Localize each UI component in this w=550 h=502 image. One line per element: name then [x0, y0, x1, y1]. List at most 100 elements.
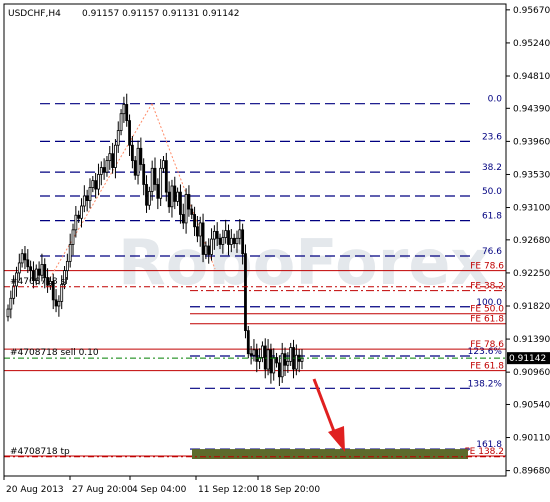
candle-body [212, 230, 216, 240]
candle-body [181, 214, 185, 224]
candle-body [57, 300, 61, 307]
candle-body [207, 245, 211, 255]
y-tick-label: 0.94390 [513, 104, 550, 114]
candle-body [63, 270, 66, 285]
candle-body [68, 244, 72, 262]
candle-body [150, 167, 154, 192]
candle-body [241, 229, 245, 255]
y-tick-label: 0.92680 [513, 236, 550, 246]
x-tick-label: 11 Sep 12:00 [198, 485, 258, 495]
candle-body [232, 237, 236, 245]
candle-body [17, 262, 21, 274]
y-tick-label: 0.93960 [513, 137, 550, 147]
candle-body [20, 253, 24, 264]
candle-body [91, 180, 95, 188]
candle-body [294, 354, 298, 370]
x-tick-label: 18 Sep 20:00 [260, 485, 320, 495]
candle-body [249, 353, 253, 356]
candle-body [275, 357, 278, 364]
y-tick-label: 0.95670 [513, 6, 550, 16]
candle-body [184, 194, 188, 224]
fe-level-label: FE 38.2 [470, 282, 504, 292]
candle-body [204, 245, 208, 255]
candle-body [227, 230, 230, 245]
current-price-tag: 0.91142 [507, 352, 550, 365]
candle-body [37, 268, 41, 276]
candle-body [49, 280, 52, 286]
candle-body [255, 349, 259, 362]
candle-body [128, 120, 131, 146]
fe-level-label: FE 61.8 [470, 362, 504, 372]
candle-body [190, 208, 194, 215]
order-label: #4708718 tp [10, 447, 70, 457]
y-tick-label: 0.93100 [513, 204, 550, 214]
candle-body [258, 357, 261, 362]
candle-body [283, 353, 287, 366]
candle-body [65, 260, 69, 272]
y-tick-label: 0.89680 [513, 467, 550, 477]
candle-body [289, 347, 293, 362]
y-tick-label: 0.93530 [513, 170, 550, 180]
candle-body [229, 237, 233, 245]
fe-level-label: FE 50.0 [470, 305, 504, 315]
x-tick-label: 20 Aug 2013 [6, 485, 64, 495]
y-tick-label: 0.90110 [513, 434, 550, 444]
candle-body [269, 349, 273, 374]
candle-body [32, 270, 35, 282]
y-tick-label: 0.92250 [513, 269, 550, 279]
y-tick-label: 0.95240 [513, 39, 550, 49]
fib-level-label: 76.6 [482, 247, 502, 257]
candle-body [266, 349, 270, 370]
candle-body [80, 205, 83, 219]
candle-body [133, 160, 137, 176]
fib-levels: 0.0 23.6 38.2 50.0 61.8 76.6 100.0 123.6% 138.2%… [4, 95, 506, 459]
candle-body [173, 185, 177, 202]
order-lines: #4708718 sell 0.10 #4708718 tp #4708718 sl [4, 277, 506, 458]
candle-body [147, 190, 151, 206]
swing-line-down [151, 103, 216, 270]
candle-body [244, 253, 247, 332]
candles [6, 93, 304, 386]
candle-body [102, 167, 106, 173]
candle-body [9, 297, 13, 310]
y-tick-label: 0.90960 [513, 368, 550, 378]
target-arrow [312, 378, 345, 452]
candle-body [193, 214, 196, 228]
fib-level-label: 61.8 [482, 212, 502, 222]
fe-level-label: FE 61.8 [470, 315, 504, 325]
candle-body [114, 144, 117, 168]
candle-body [77, 214, 81, 219]
fib-level-label: 50.0 [482, 187, 502, 197]
candle-body [272, 357, 276, 374]
candle-body [6, 308, 10, 318]
candle-body [116, 130, 120, 146]
candle-body [246, 330, 250, 355]
symbol-title: USDCHF,H4 [8, 9, 61, 19]
candle-body [40, 264, 44, 276]
fib-level-label: 23.6 [482, 132, 502, 142]
candle-body [74, 214, 78, 231]
candle-body [60, 284, 64, 302]
candle-body [71, 229, 75, 245]
candle-body [111, 153, 114, 168]
candle-body [23, 253, 27, 261]
fe-level-label: FE 138.2 [465, 447, 505, 457]
current-price-label: 0.91142 [509, 354, 546, 364]
y-tick-label: 0.91820 [513, 302, 550, 312]
order-label: #4708718 sell 0.10 [10, 348, 99, 358]
fib-level-label: 138.2% [468, 379, 503, 389]
candle-body [85, 195, 89, 202]
candle-body [215, 230, 219, 239]
candle-body [122, 104, 126, 115]
candle-body [88, 187, 92, 202]
candle-body [187, 194, 191, 210]
candle-body [43, 264, 47, 278]
candle-body [263, 345, 267, 370]
candle-body [179, 191, 182, 215]
fe-level-label: FE 78.6 [470, 340, 504, 350]
fib-level-label: 161.8 [476, 440, 502, 450]
candle-body [26, 259, 30, 268]
candle-body [218, 237, 222, 245]
